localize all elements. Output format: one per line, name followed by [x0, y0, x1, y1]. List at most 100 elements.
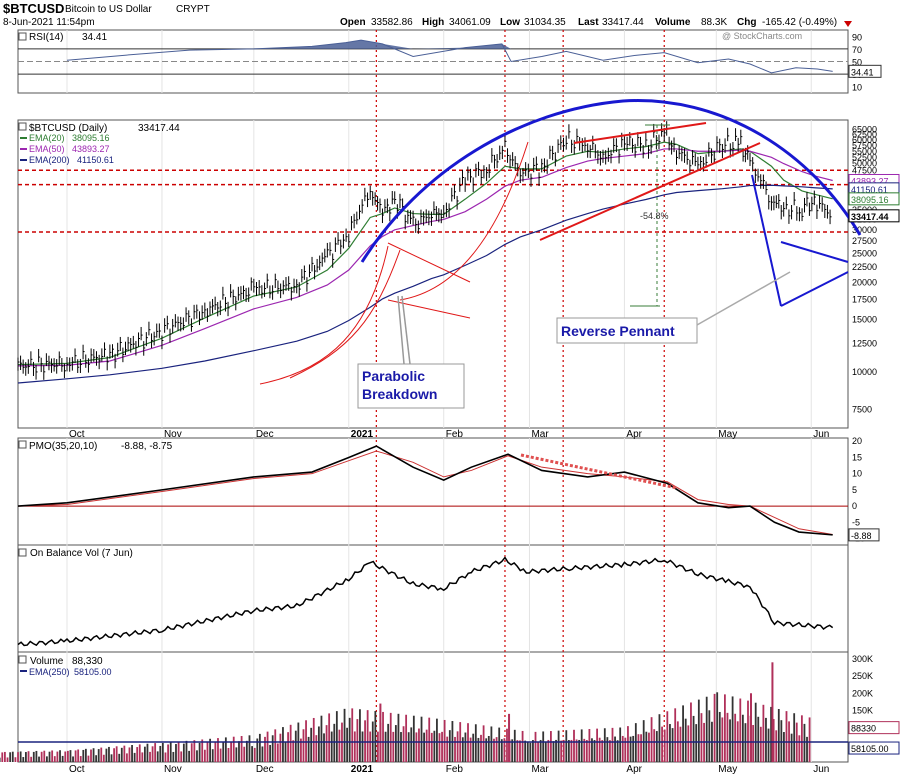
- month-label: Jun: [813, 764, 829, 775]
- pennant-pointer: [696, 271, 791, 326]
- price-tick: 55000: [852, 146, 877, 156]
- symbol-label: $BTCUSD: [3, 1, 64, 16]
- legend-ema200-label: EMA(200): [29, 155, 70, 165]
- pmo-tick: -5: [852, 517, 860, 527]
- volume-bar: [48, 751, 51, 762]
- volume-bar: [138, 744, 141, 762]
- rsi-tick: 50: [852, 58, 862, 68]
- volume-bar: [209, 738, 212, 762]
- volume-bar: [84, 748, 87, 762]
- volume-bar: [317, 726, 320, 762]
- symbol-name: Bitcoin to US Dollar: [65, 4, 152, 15]
- drawdown-pct: -54.8%: [640, 211, 669, 221]
- legend-ema20: EMA(20) 38095.16: [20, 133, 110, 143]
- volume-bar: [700, 713, 703, 762]
- volume-bar: [274, 729, 277, 762]
- volume-bar: [232, 736, 235, 762]
- month-label: Oct: [69, 429, 85, 440]
- volume-bar: [211, 749, 214, 762]
- pmo-title: PMO(35,20,10): [29, 441, 97, 452]
- volume-bar: [333, 723, 336, 762]
- volume-bar: [245, 740, 248, 762]
- volume-bar: [438, 733, 441, 762]
- volume-bar: [762, 704, 765, 762]
- volume-bar: [529, 742, 532, 762]
- volume-tick: 150K: [852, 705, 873, 715]
- volume-collapse-icon[interactable]: [18, 655, 27, 664]
- volume-bar: [167, 744, 169, 762]
- volume-bar: [716, 692, 719, 762]
- watermark: @ StockCharts.com: [722, 31, 802, 41]
- volume-bar: [808, 717, 811, 762]
- volume-bar: [454, 736, 456, 762]
- volume-bar: [770, 706, 772, 762]
- volume-bar: [619, 727, 622, 762]
- pmo-signal-line: [17, 450, 833, 535]
- volume-bar: [136, 747, 139, 762]
- price-right-label: 33417.44: [851, 212, 889, 222]
- volume-bar: [102, 754, 105, 762]
- volume-bar: [264, 736, 266, 762]
- volume-bar: [498, 727, 501, 762]
- volume-bar: [621, 735, 624, 762]
- volume-bar: [258, 733, 261, 762]
- pmo-collapse-icon[interactable]: [18, 440, 27, 449]
- price-collapse-icon[interactable]: [18, 122, 27, 131]
- volume-bar: [294, 730, 297, 762]
- volume-bar: [485, 738, 488, 762]
- rsi-collapse-icon[interactable]: [18, 32, 27, 41]
- volume-bar: [95, 755, 98, 762]
- volume-bar: [663, 729, 666, 762]
- volume-bar: [588, 729, 591, 762]
- volume-bar: [105, 748, 108, 762]
- channel-top: [573, 122, 707, 144]
- volume-bar: [650, 717, 653, 762]
- volume-bar: [190, 743, 193, 762]
- volume-bar: [472, 733, 475, 762]
- price-tick: 52500: [852, 152, 877, 162]
- volume-bar: [377, 731, 379, 762]
- volume-bar: [128, 747, 131, 762]
- volume-bar: [46, 756, 48, 762]
- volume-bar: [238, 741, 240, 762]
- volume-bar: [425, 729, 428, 762]
- rsi-panel: 34.41: [18, 39, 882, 78]
- volume-bar: [708, 710, 711, 762]
- volume-bar: [25, 752, 27, 762]
- volume-bar: [412, 715, 415, 762]
- volume-bar: [511, 739, 514, 762]
- volume-bar: [126, 753, 128, 762]
- price-tick: 50000: [852, 159, 877, 169]
- volume-bar: [374, 711, 377, 762]
- volume-right-label: 58105.00: [851, 744, 889, 754]
- volume-bar: [441, 731, 443, 762]
- volume-bar: [456, 731, 459, 762]
- rsi-tick: 70: [852, 45, 862, 55]
- legend-ema200: EMA(200) 41150.61: [20, 155, 114, 165]
- volume-bar: [356, 719, 359, 762]
- pmo-divergence-line: [520, 453, 678, 490]
- obv-collapse-icon[interactable]: [18, 548, 27, 557]
- volume-bar: [282, 727, 284, 762]
- month-label: May: [718, 764, 737, 775]
- month-label: 2021: [351, 429, 374, 440]
- volume-bar: [544, 741, 547, 762]
- volume-bar: [655, 731, 658, 762]
- price-bars: [17, 121, 832, 380]
- pennant-jan-bottom: [387, 299, 471, 319]
- price-right-box: [848, 209, 900, 223]
- price-tick: 57500: [852, 140, 877, 150]
- volume-bar: [658, 714, 661, 762]
- price-tick: 47500: [852, 165, 877, 175]
- volume-bar: [133, 752, 136, 762]
- open-label: Open: [340, 17, 366, 28]
- volume-bar: [640, 734, 642, 762]
- volume-bar: [74, 750, 77, 762]
- pmo-tick: 15: [852, 452, 862, 462]
- volume-bar: [235, 747, 238, 762]
- volume-bar: [428, 717, 431, 762]
- volume-bar: [573, 729, 575, 762]
- volume-bar: [741, 714, 744, 762]
- volume-bar: [90, 749, 92, 762]
- month-label: Apr: [626, 429, 642, 440]
